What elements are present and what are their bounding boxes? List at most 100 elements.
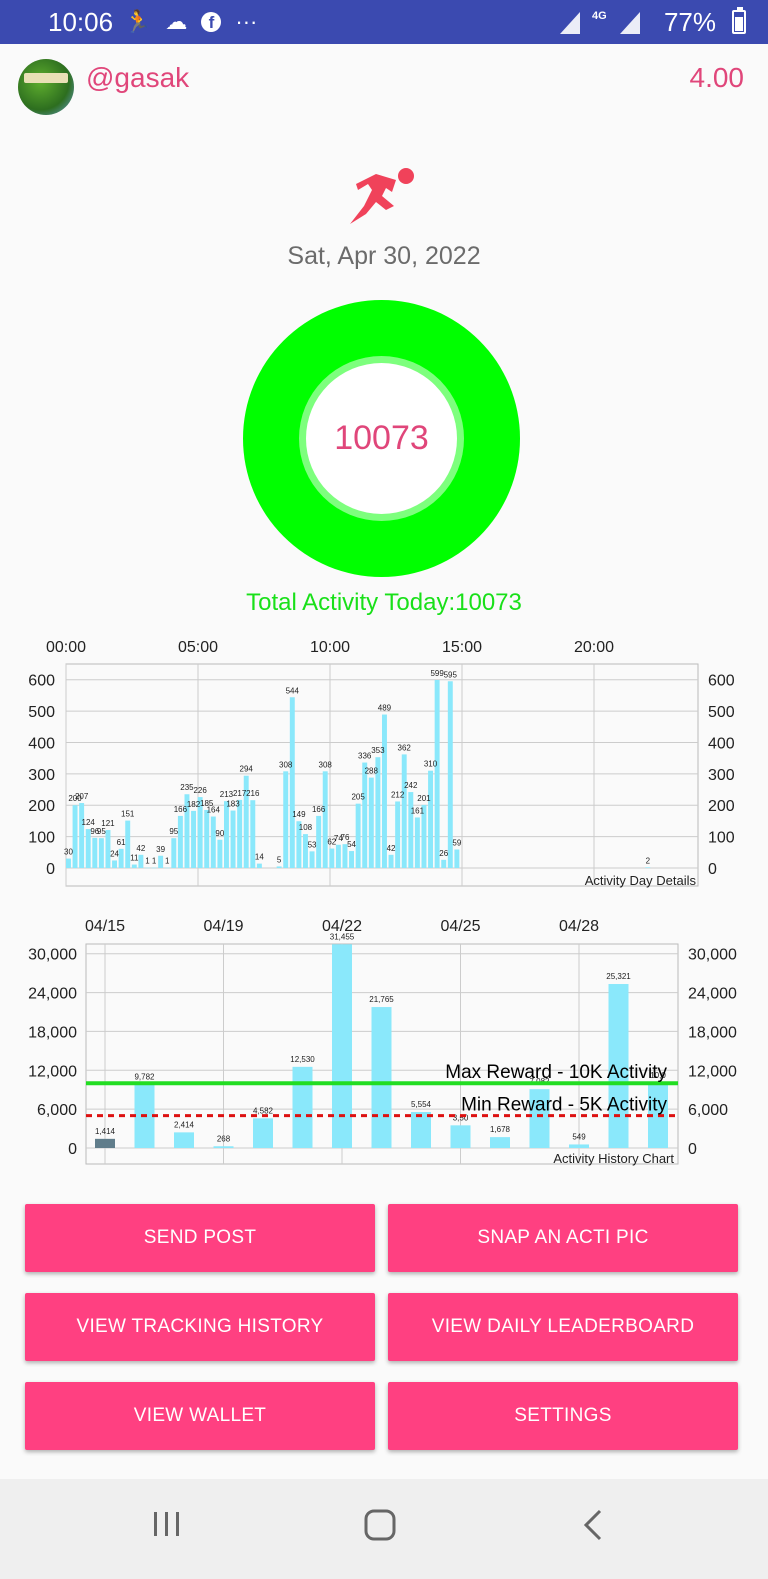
y-tick-label-right: 0 xyxy=(708,861,717,878)
data-label: 310 xyxy=(424,760,438,769)
back-icon[interactable] xyxy=(582,1509,606,1541)
data-label: 288 xyxy=(365,767,379,776)
activity-ring: 10073 xyxy=(243,300,520,577)
cloud-icon: ☁ xyxy=(165,9,188,34)
activity-history-chart: 0 0 6,000 6,000 12,000 12,000 18,000 18,000 24,0… xyxy=(28,918,737,1166)
view-tracking-history-button[interactable]: VIEW TRACKING HISTORY xyxy=(25,1293,375,1361)
y-tick-label-left: 6,000 xyxy=(37,1102,77,1119)
data-label: 185 xyxy=(200,799,214,808)
data-label: 353 xyxy=(371,746,385,755)
data-label: 9,782 xyxy=(134,1073,155,1082)
chart-bar xyxy=(164,867,170,869)
chart-bar xyxy=(316,815,322,868)
data-label: 10,0 xyxy=(650,1071,666,1080)
snap-acti-pic-button[interactable]: SNAP AN ACTI PIC xyxy=(388,1204,738,1272)
chart-bar xyxy=(230,810,236,868)
chart-bar xyxy=(112,860,118,868)
data-label: 59 xyxy=(452,838,461,847)
data-label: 166 xyxy=(174,805,188,814)
chart-bar xyxy=(92,837,98,868)
x-tick-label: 04/22 xyxy=(322,918,362,935)
y-tick-label-right: 500 xyxy=(708,704,735,721)
data-label: 74 xyxy=(334,834,343,843)
data-label: 164 xyxy=(207,806,221,815)
chart-bar xyxy=(171,838,177,868)
runner-icon: 🏃 xyxy=(124,9,152,34)
data-label: 12,530 xyxy=(290,1055,315,1064)
data-label: 96 xyxy=(90,827,99,836)
data-label: 42 xyxy=(387,844,396,853)
data-label: 90 xyxy=(215,829,224,838)
balance: 4.00 xyxy=(689,62,745,93)
chart-bar xyxy=(125,820,131,868)
nav-bar xyxy=(0,1479,768,1579)
data-label: 2,414 xyxy=(174,1120,195,1129)
clock: 10:06 xyxy=(48,7,114,37)
data-label: 166 xyxy=(312,805,326,814)
data-label: 42 xyxy=(136,844,145,853)
chart-bar xyxy=(79,803,85,868)
y-tick-label-right: 100 xyxy=(708,830,735,847)
y-tick-label-left: 24,000 xyxy=(28,986,77,1003)
username: @gasak xyxy=(86,62,190,93)
data-label: 121 xyxy=(101,819,115,828)
data-label: 308 xyxy=(319,760,333,769)
data-label: 489 xyxy=(378,704,392,713)
data-label: 226 xyxy=(193,786,207,795)
chart-bar xyxy=(98,838,104,868)
chart-bar xyxy=(349,851,355,868)
chart-bar xyxy=(388,854,394,868)
data-label: 124 xyxy=(82,818,96,827)
x-tick-label: 04/28 xyxy=(559,918,599,935)
data-label: 21,765 xyxy=(369,995,394,1004)
x-tick-label: 04/19 xyxy=(203,918,243,935)
chart-bar xyxy=(197,797,203,868)
chart-bar xyxy=(253,1118,273,1148)
activity-day-chart: 0 0 100 100 200 200 300 300 400 400 500 500 600 600 00… xyxy=(28,639,735,888)
chart-bar xyxy=(210,816,216,868)
chart-bar xyxy=(184,794,190,868)
chart-bar xyxy=(428,770,434,868)
data-label: 11 xyxy=(130,854,139,863)
recent-apps-icon[interactable] xyxy=(152,1509,182,1539)
y-tick-label-left: 300 xyxy=(28,767,55,784)
data-label: 2 xyxy=(646,856,651,865)
view-daily-leaderboard-button[interactable]: VIEW DAILY LEADERBOARD xyxy=(388,1293,738,1361)
avatar[interactable] xyxy=(18,59,74,115)
chart-bar xyxy=(332,944,352,1148)
total-activity-label: Total Activity Today:10073 xyxy=(246,589,522,616)
data-label: 5 xyxy=(277,855,282,864)
data-label: 76 xyxy=(341,833,350,842)
chart-bar xyxy=(296,821,302,868)
chart-bar xyxy=(335,844,341,868)
y-tick-label-right: 300 xyxy=(708,767,735,784)
data-label: 1 xyxy=(152,857,157,866)
chart-bar xyxy=(191,810,197,868)
home-icon[interactable] xyxy=(364,1509,396,1541)
signal-icon-2 xyxy=(620,12,640,34)
chart-bar xyxy=(292,1066,313,1148)
chart-title: Activity Day Details xyxy=(585,873,697,888)
data-label: 149 xyxy=(292,810,306,819)
x-tick-label: 04/15 xyxy=(85,918,125,935)
chart-bar xyxy=(569,1144,589,1148)
y-tick-label-left: 100 xyxy=(28,830,55,847)
settings-button[interactable]: SETTINGS xyxy=(388,1382,738,1450)
data-label: 53 xyxy=(308,840,317,849)
chart-bar xyxy=(342,844,348,868)
view-wallet-button[interactable]: VIEW WALLET xyxy=(25,1382,375,1450)
y-tick-label-right: 18,000 xyxy=(688,1024,737,1041)
send-post-button[interactable]: SEND POST xyxy=(25,1204,375,1272)
data-label: 31,455 xyxy=(330,932,355,941)
y-tick-label-left: 12,000 xyxy=(28,1063,77,1080)
chart-bar xyxy=(434,680,440,868)
data-label: 4,582 xyxy=(253,1106,274,1115)
y-tick-label-left: 500 xyxy=(28,704,55,721)
chart-bar xyxy=(303,834,308,868)
chart-bar xyxy=(105,830,111,868)
data-label: 308 xyxy=(279,760,293,769)
chart-bar xyxy=(309,851,315,868)
data-label: 26 xyxy=(439,849,448,858)
chart-bar xyxy=(450,1125,471,1148)
data-label: 183 xyxy=(226,800,240,809)
